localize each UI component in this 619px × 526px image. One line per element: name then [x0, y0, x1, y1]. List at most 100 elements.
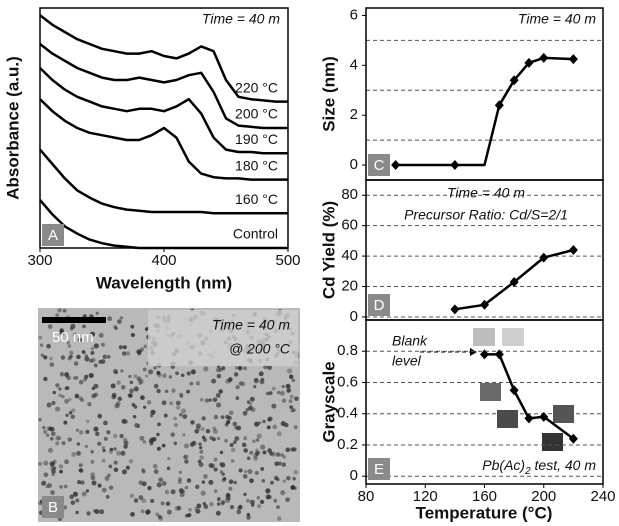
particle — [65, 413, 69, 417]
particle — [252, 439, 256, 444]
particle — [170, 432, 175, 437]
particle — [286, 475, 291, 481]
particle — [46, 402, 52, 408]
particle — [175, 400, 181, 406]
particle — [288, 374, 294, 379]
particle — [68, 411, 73, 415]
series-line — [39, 43, 288, 130]
particle — [256, 496, 260, 500]
particle — [116, 450, 121, 456]
marker — [480, 299, 489, 310]
particle — [41, 480, 47, 486]
particle — [49, 436, 54, 441]
particle — [136, 424, 141, 428]
particle — [196, 503, 202, 509]
particle — [280, 420, 286, 427]
particle — [276, 516, 282, 521]
particle — [70, 323, 76, 329]
particle — [166, 466, 171, 471]
particle — [138, 378, 144, 384]
particle — [213, 457, 218, 462]
particle — [64, 398, 69, 404]
particle — [55, 383, 60, 388]
y-tick-label: 0.4 — [337, 405, 358, 422]
y-axis-label: Grayscale — [319, 361, 338, 442]
particle — [142, 405, 147, 409]
plot-frame — [365, 319, 604, 485]
particle — [202, 437, 208, 443]
particle — [101, 458, 106, 463]
particle — [253, 378, 259, 384]
particle — [142, 367, 147, 372]
y-tick-label: 6 — [350, 6, 358, 23]
particle — [75, 498, 80, 503]
particle — [55, 441, 60, 446]
particle — [61, 441, 66, 446]
particle — [121, 351, 127, 356]
panel-label: E — [374, 461, 384, 478]
particle — [143, 344, 148, 349]
particle — [98, 332, 104, 338]
particle — [175, 371, 179, 376]
particle — [173, 416, 177, 421]
particle — [131, 402, 136, 407]
particle — [157, 514, 162, 519]
particle — [212, 397, 218, 403]
panel-label: C — [374, 157, 385, 174]
particle — [233, 480, 237, 485]
particle — [179, 394, 184, 399]
particle — [102, 448, 106, 453]
particle — [156, 446, 161, 451]
series-line — [39, 14, 288, 103]
particle — [182, 433, 186, 437]
particle — [136, 349, 141, 355]
particle — [293, 469, 299, 475]
particle — [229, 504, 235, 510]
particle — [180, 373, 185, 378]
particle — [153, 469, 159, 475]
particle — [277, 461, 282, 466]
particle — [153, 366, 157, 370]
particle — [152, 437, 157, 442]
particle — [219, 450, 224, 455]
particle — [179, 413, 183, 417]
particle — [181, 489, 186, 494]
particle — [81, 491, 87, 497]
particle — [49, 461, 55, 467]
y-tick-label: 2 — [350, 106, 358, 123]
particle — [177, 479, 182, 484]
particle — [236, 509, 242, 515]
particle — [234, 366, 238, 370]
series-label: Control — [233, 226, 278, 242]
particle — [243, 492, 247, 496]
particle — [123, 440, 129, 446]
particle — [254, 421, 260, 427]
particle — [242, 474, 248, 479]
particle — [43, 376, 48, 382]
particle — [61, 394, 65, 399]
particle — [103, 420, 108, 426]
particle — [273, 475, 279, 481]
caption: @ 200 °C — [229, 341, 291, 357]
particle — [156, 371, 161, 376]
x-tick-label: 120 — [413, 488, 438, 505]
particle — [212, 429, 218, 435]
particle — [67, 356, 72, 361]
particle — [43, 429, 48, 434]
series-label: 200 °C — [235, 106, 278, 122]
particle — [201, 416, 206, 421]
y-axis-label: Absorbance (a.u.) — [3, 56, 22, 200]
particle — [228, 486, 233, 491]
particle — [162, 373, 167, 378]
particle — [70, 500, 76, 505]
particle — [178, 488, 184, 494]
particle — [187, 512, 192, 518]
arrow-head — [470, 348, 477, 356]
particle — [220, 415, 225, 419]
particle — [271, 403, 277, 409]
particle — [265, 391, 270, 396]
particle — [260, 466, 265, 471]
series-line — [39, 98, 288, 181]
particle — [59, 484, 63, 489]
particle — [68, 437, 72, 442]
